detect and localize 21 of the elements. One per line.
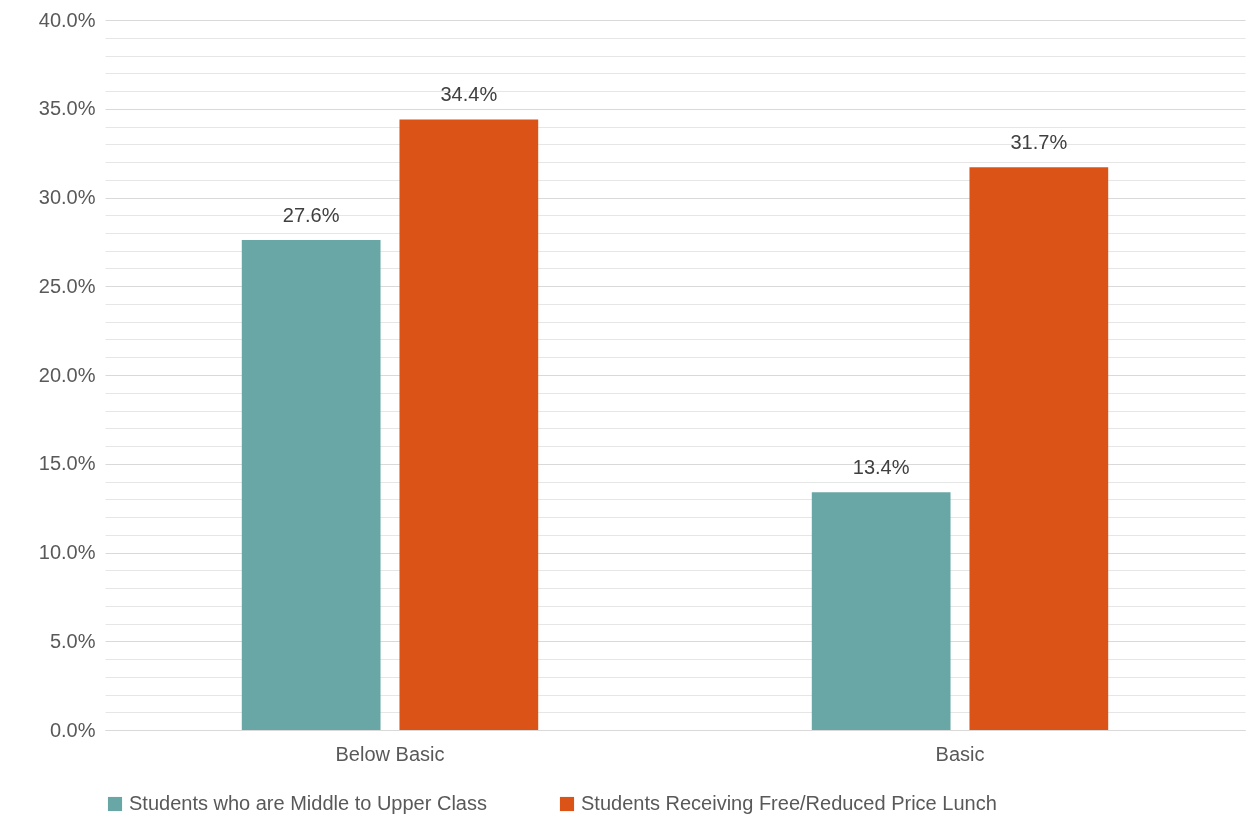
bar bbox=[969, 167, 1109, 730]
data-label: 31.7% bbox=[1010, 131, 1068, 154]
legend-label: Students Receiving Free/Reduced Price Lunch bbox=[581, 792, 997, 814]
y-tick-label: 35.0% bbox=[38, 97, 96, 120]
data-label: 13.4% bbox=[852, 456, 910, 479]
y-tick-label: 40.0% bbox=[38, 8, 96, 31]
bar bbox=[811, 492, 951, 730]
bar bbox=[399, 119, 539, 730]
y-tick-label: 15.0% bbox=[38, 452, 96, 475]
y-tick-label: 0.0% bbox=[49, 718, 96, 741]
x-tick-label: Basic bbox=[935, 742, 985, 765]
legend-label: Students who are Middle to Upper Class bbox=[129, 792, 487, 814]
bar bbox=[241, 240, 381, 730]
data-label: 34.4% bbox=[440, 83, 498, 106]
y-tick-label: 30.0% bbox=[38, 186, 96, 208]
y-tick-label: 10.0% bbox=[38, 541, 96, 563]
y-tick-label: 25.0% bbox=[38, 274, 96, 297]
y-tick-label: 5.0% bbox=[49, 629, 96, 652]
x-tick-label: Below Basic bbox=[335, 742, 445, 765]
y-tick-label: 20.0% bbox=[38, 363, 96, 386]
data-label: 27.6% bbox=[282, 204, 340, 227]
